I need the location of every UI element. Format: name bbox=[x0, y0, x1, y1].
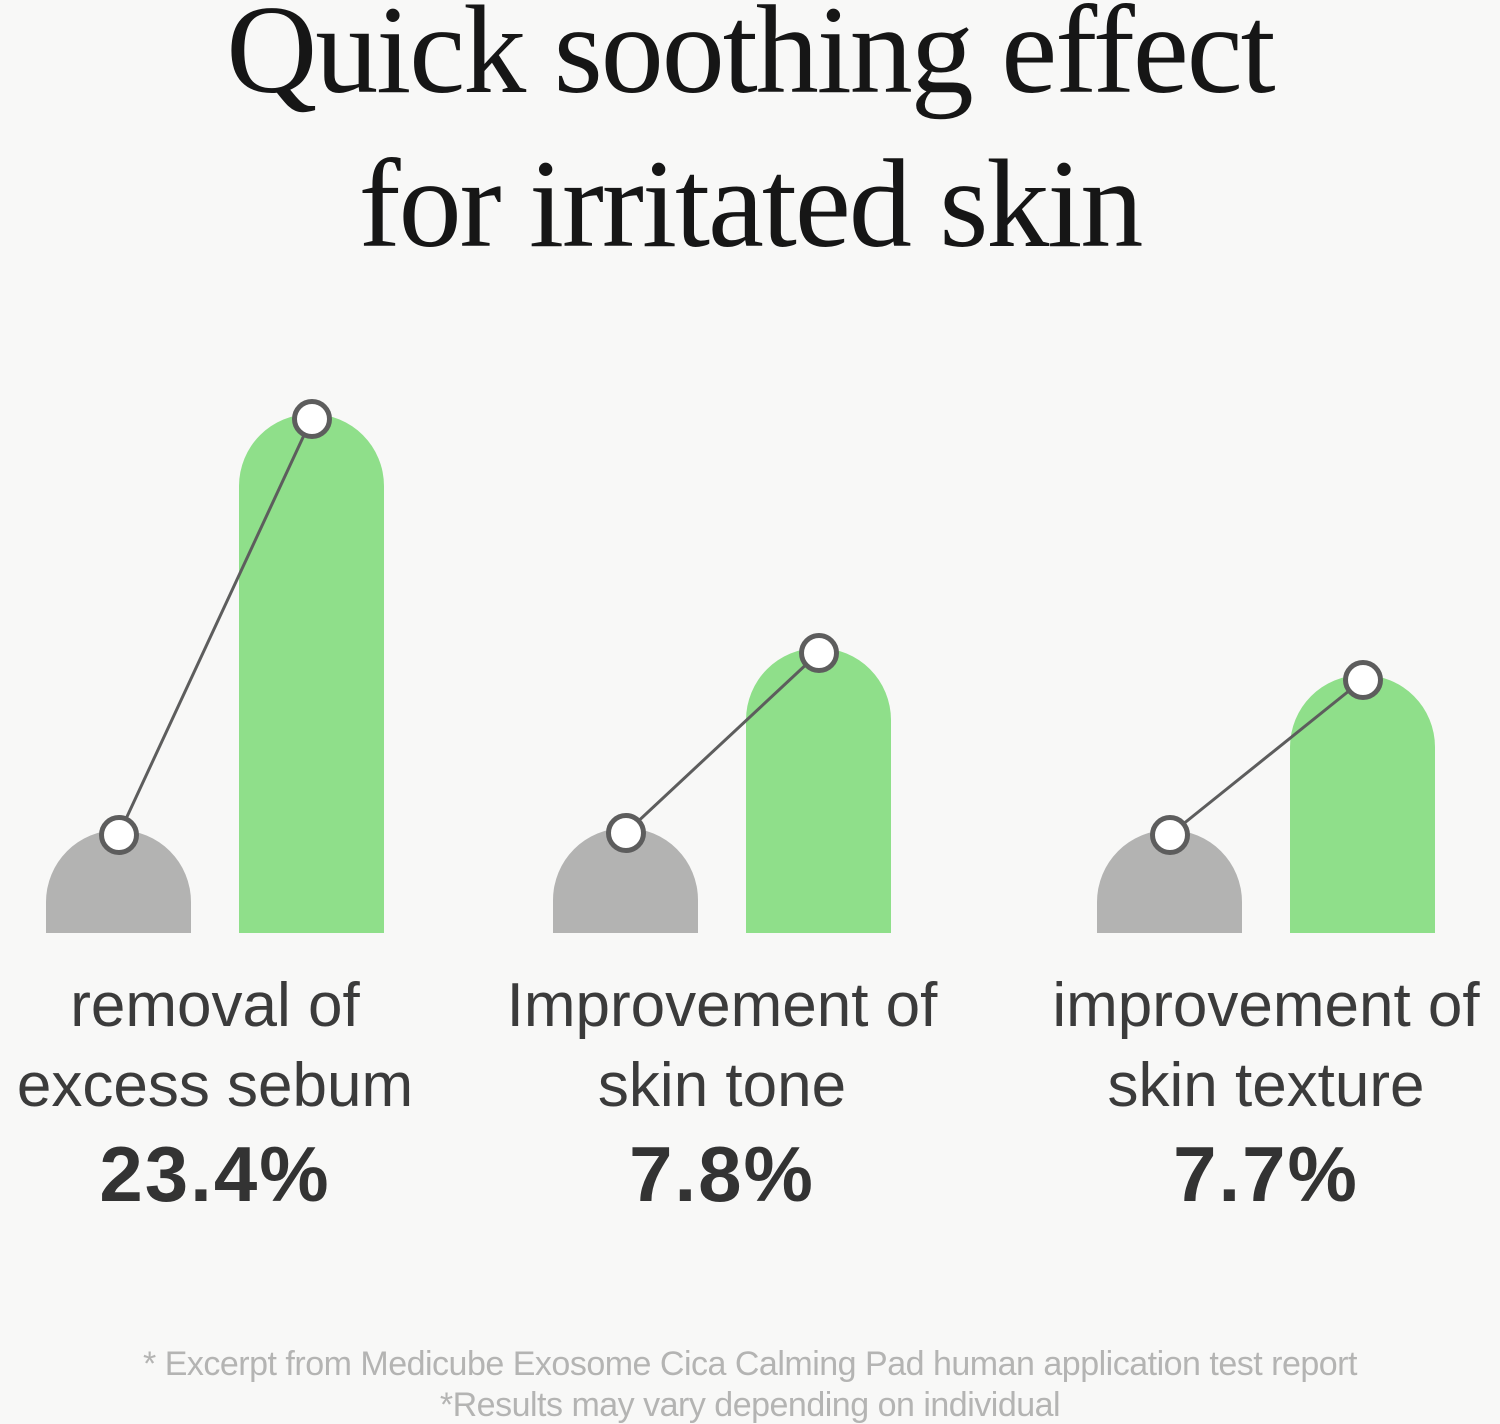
metric-value: 7.8% bbox=[629, 1130, 815, 1218]
metric-label-line-2: skin tone bbox=[597, 1051, 847, 1120]
point-marker-before bbox=[98, 815, 139, 855]
point-marker-after bbox=[798, 633, 839, 673]
disclaimer-line-2: *Results may vary depending on individua… bbox=[439, 1386, 1061, 1424]
point-marker-before bbox=[1149, 815, 1190, 855]
metric-label-line-1: Improvement of bbox=[506, 971, 938, 1040]
metric-label-block: removal of excess sebum 23.4% bbox=[17, 966, 413, 1218]
page-title-line-1: Quick soothing effect bbox=[226, 0, 1275, 120]
chart-group-1: removal of excess sebum 23.4% bbox=[17, 0, 413, 1424]
disclaimer-line-1: * Excerpt from Medicube Exosome Cica Cal… bbox=[143, 1345, 1357, 1383]
metric-label-line-2: excess sebum bbox=[16, 1051, 414, 1120]
metric-label-line-1: improvement of bbox=[1052, 971, 1480, 1040]
point-marker-after bbox=[291, 399, 332, 439]
page-title-line-2: for irritated skin bbox=[358, 134, 1144, 274]
point-marker-before bbox=[605, 813, 646, 853]
disclaimer-footer: * Excerpt from Medicube Exosome Cica Cal… bbox=[0, 1344, 1500, 1424]
metric-value: 23.4% bbox=[99, 1130, 331, 1218]
chart-group-3: improvement of skin texture 7.7% bbox=[1052, 0, 1480, 1424]
bar-after bbox=[746, 648, 891, 933]
metric-label-line-1: removal of bbox=[70, 971, 360, 1040]
page-title: Quick soothing effect for irritated skin bbox=[0, 0, 1500, 281]
bar-after bbox=[239, 414, 384, 933]
bar-after bbox=[1290, 675, 1435, 933]
metric-label-line-2: skin texture bbox=[1107, 1051, 1425, 1120]
metric-label-block: improvement of skin texture 7.7% bbox=[1052, 966, 1479, 1218]
metric-value: 7.7% bbox=[1173, 1130, 1359, 1218]
point-marker-after bbox=[1342, 660, 1383, 700]
metric-label-block: Improvement of skin tone 7.8% bbox=[507, 966, 938, 1218]
chart-group-2: Improvement of skin tone 7.8% bbox=[507, 0, 937, 1424]
